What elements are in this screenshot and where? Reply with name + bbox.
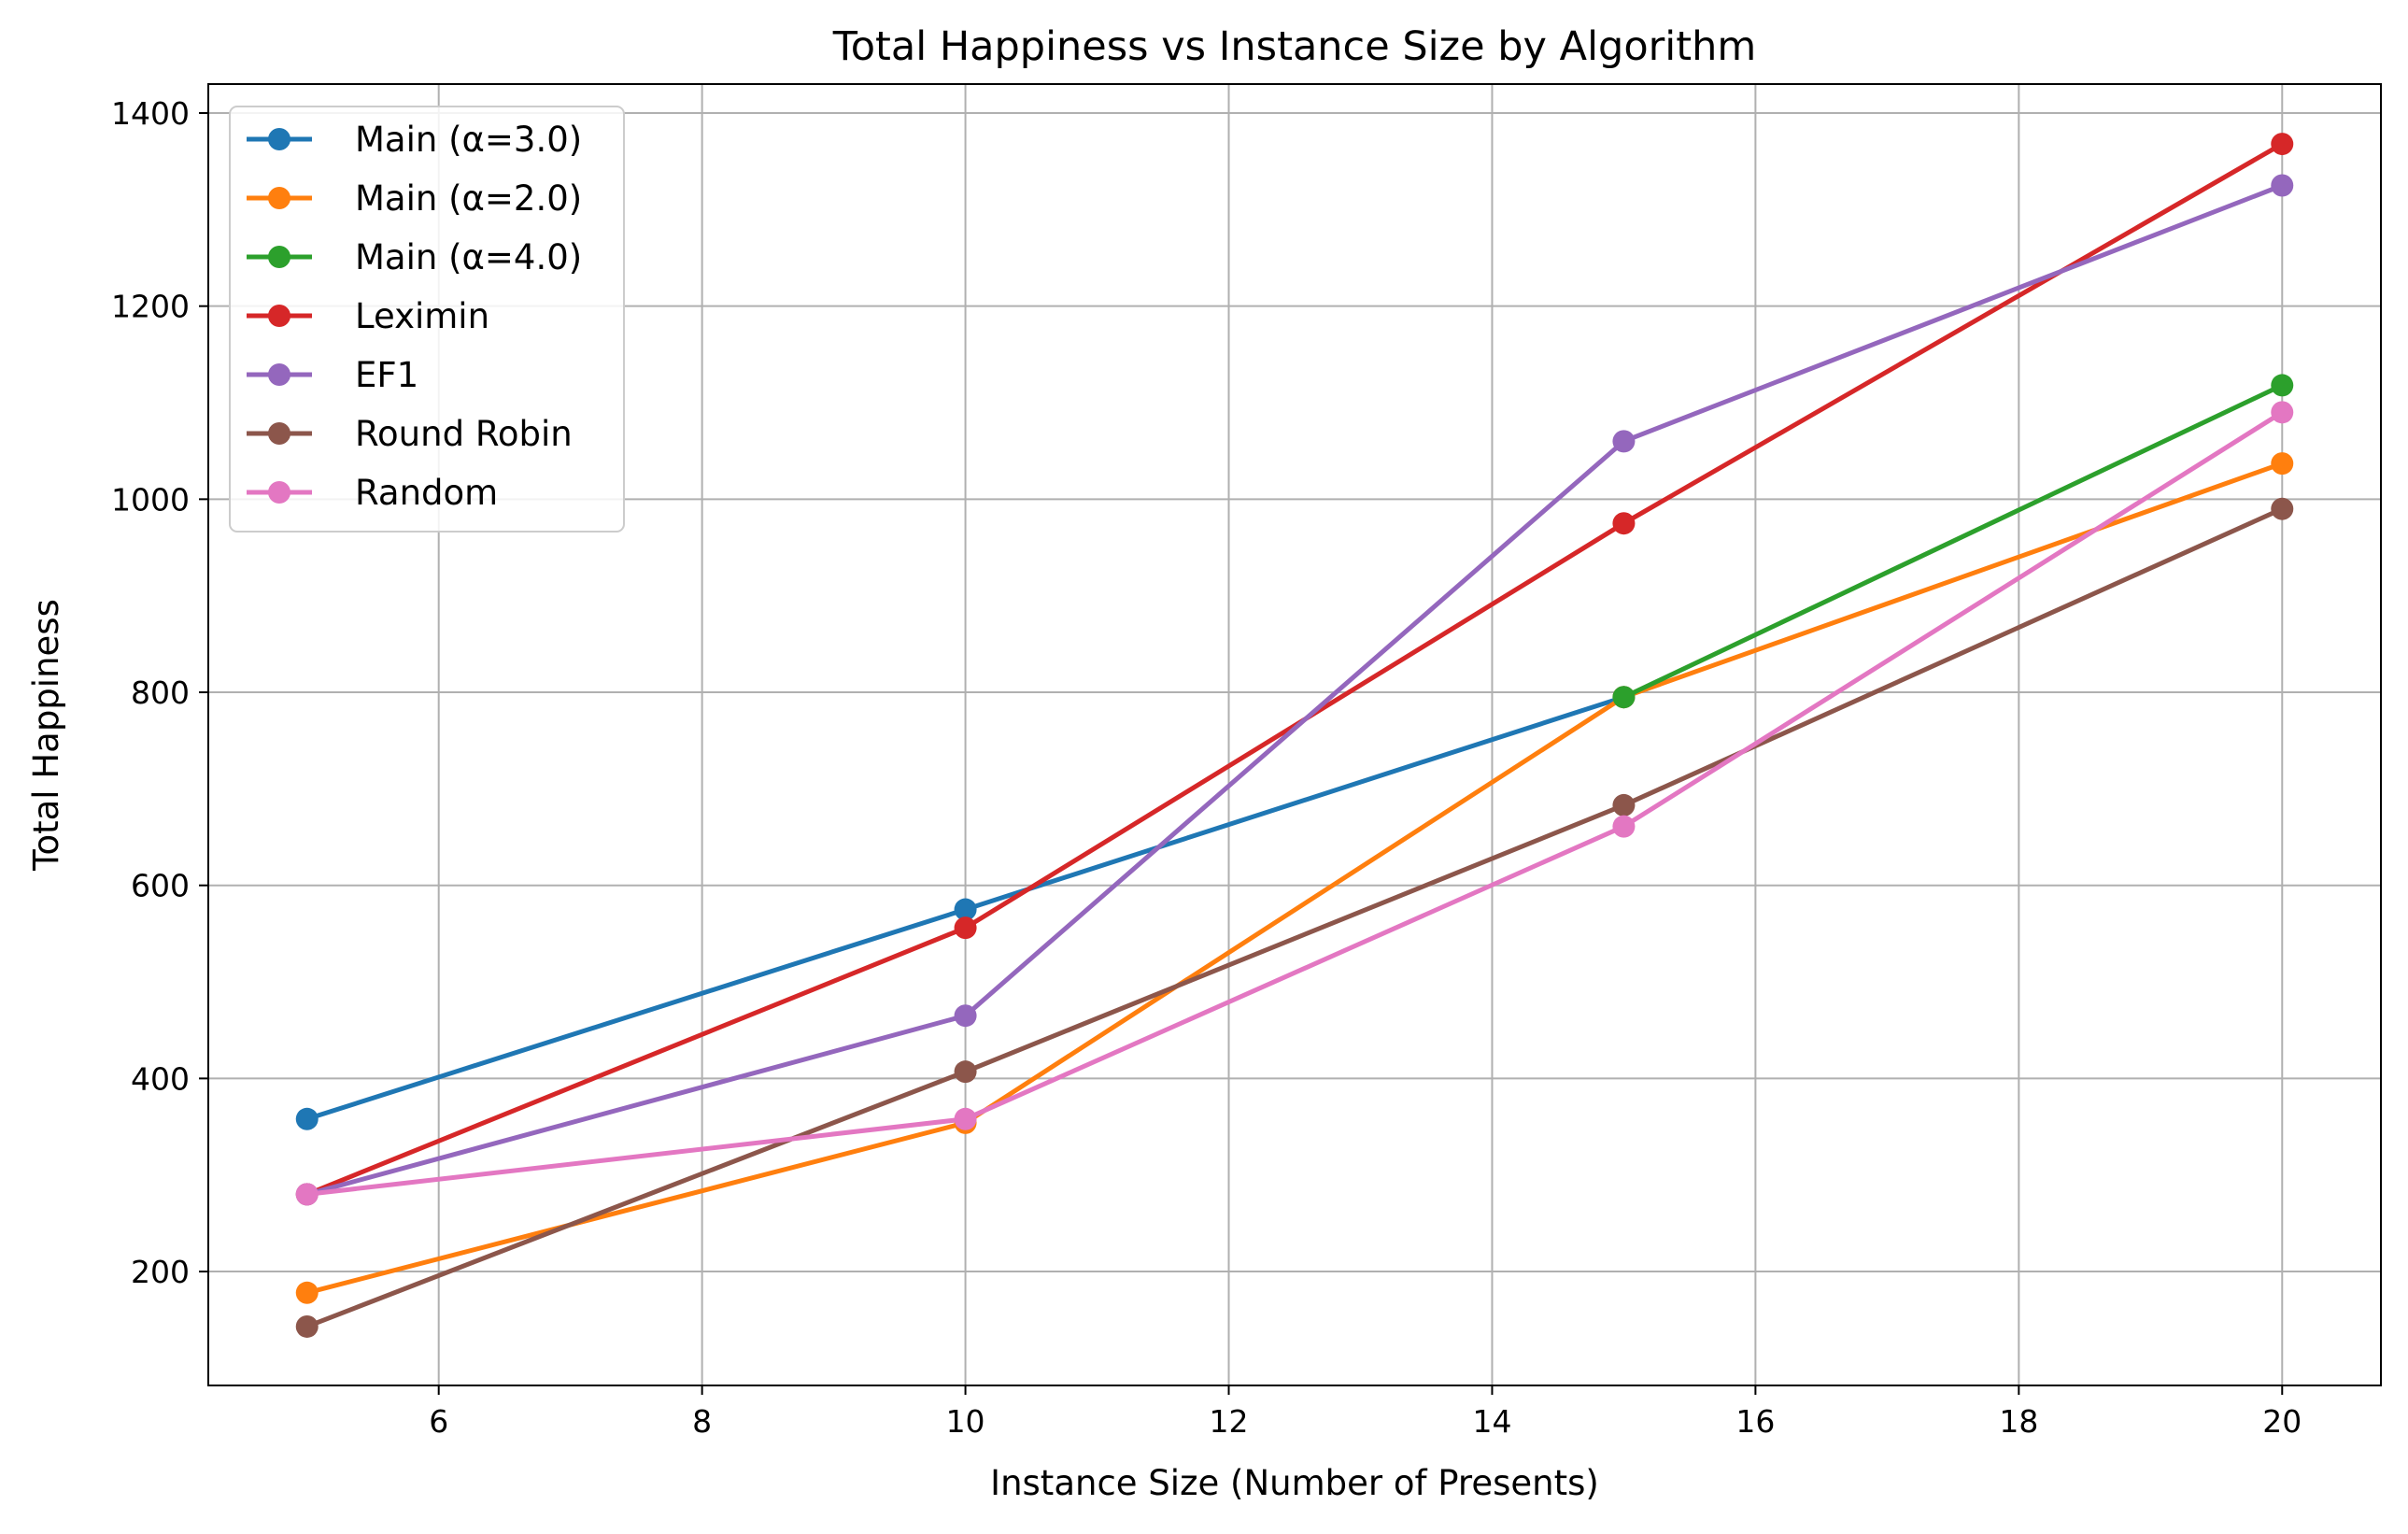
series-7 — [295, 401, 2294, 1206]
data-point — [295, 1183, 319, 1206]
legend: Main (α=3.0) Main (α=2.0) Main (α=4.0) Lexi… — [229, 106, 625, 533]
legend-marker — [268, 363, 290, 386]
legend-marker — [268, 246, 290, 268]
data-point — [295, 1107, 319, 1130]
series-line — [1622, 383, 2284, 700]
data-point — [1612, 430, 1636, 453]
data-point — [2271, 497, 2294, 520]
legend-label: Random — [355, 473, 498, 513]
legend-item: Main (α=3.0) — [247, 120, 582, 160]
legend-marker — [268, 305, 290, 327]
data-point — [1612, 793, 1636, 817]
x-tick-label: 16 — [1735, 1403, 1775, 1440]
chart-title: Total Happiness vs Instance Size by Algo… — [832, 23, 1757, 70]
legend-label: Leximin — [355, 296, 489, 336]
series-line — [306, 410, 2284, 1197]
legend-item: Main (α=2.0) — [247, 178, 582, 219]
axis-ticks: 6 8 10 12 14 16 18 20 200 400 600 800 1000 1200 1400 — [111, 95, 2302, 1440]
legend-marker — [268, 128, 290, 150]
data-point — [954, 1060, 977, 1084]
legend-marker — [268, 481, 290, 504]
series-group — [295, 133, 2294, 1338]
data-point — [2271, 401, 2294, 424]
data-point — [2271, 374, 2294, 397]
series-line — [305, 506, 2284, 1329]
x-tick-label: 20 — [2262, 1403, 2302, 1440]
x-tick-label: 8 — [692, 1403, 712, 1440]
x-tick-label: 6 — [429, 1403, 448, 1440]
data-point — [1612, 512, 1636, 535]
data-point — [954, 916, 977, 940]
data-point — [954, 1107, 977, 1130]
x-tick-label: 18 — [1999, 1403, 2038, 1440]
data-point — [295, 1281, 319, 1304]
y-tick-label: 800 — [131, 675, 190, 711]
y-tick-label: 1200 — [111, 289, 190, 325]
grid — [208, 84, 2381, 1385]
legend-item: Main (α=4.0) — [247, 237, 582, 277]
series-line — [306, 183, 2284, 1197]
data-point — [1612, 815, 1636, 838]
legend-item: Random — [247, 473, 498, 513]
legend-item: Leximin — [247, 296, 489, 336]
legend-label: Main (α=3.0) — [355, 120, 582, 160]
legend-marker — [268, 422, 290, 445]
y-tick-label: 400 — [131, 1060, 190, 1097]
data-point — [1612, 686, 1636, 709]
legend-label: Round Robin — [355, 414, 573, 454]
data-point — [2271, 133, 2294, 156]
data-point — [295, 1314, 319, 1338]
series-6 — [295, 497, 2294, 1338]
data-point — [2271, 452, 2294, 476]
x-tick-label: 12 — [1210, 1403, 1249, 1440]
y-axis-label: Total Happiness — [26, 599, 66, 872]
series-3 — [1612, 374, 2294, 709]
x-axis-label: Instance Size (Number of Presents) — [990, 1463, 1599, 1503]
data-point — [2271, 174, 2294, 197]
y-tick-label: 1000 — [111, 481, 190, 518]
y-tick-label: 200 — [131, 1254, 190, 1290]
legend-label: EF1 — [355, 355, 418, 395]
data-point — [954, 898, 977, 921]
x-tick-label: 10 — [946, 1403, 985, 1440]
legend-item: Round Robin — [247, 414, 573, 454]
y-tick-label: 600 — [131, 868, 190, 904]
plot-frame — [207, 83, 2382, 1386]
data-point — [954, 1004, 977, 1028]
series-line — [306, 461, 2284, 1296]
legend-box — [229, 106, 625, 533]
legend-item: EF1 — [247, 355, 418, 395]
legend-marker — [268, 187, 290, 209]
x-tick-label: 14 — [1472, 1403, 1511, 1440]
legend-label: Main (α=2.0) — [355, 178, 582, 219]
legend-label: Main (α=4.0) — [355, 237, 582, 277]
y-tick-label: 1400 — [111, 95, 190, 132]
